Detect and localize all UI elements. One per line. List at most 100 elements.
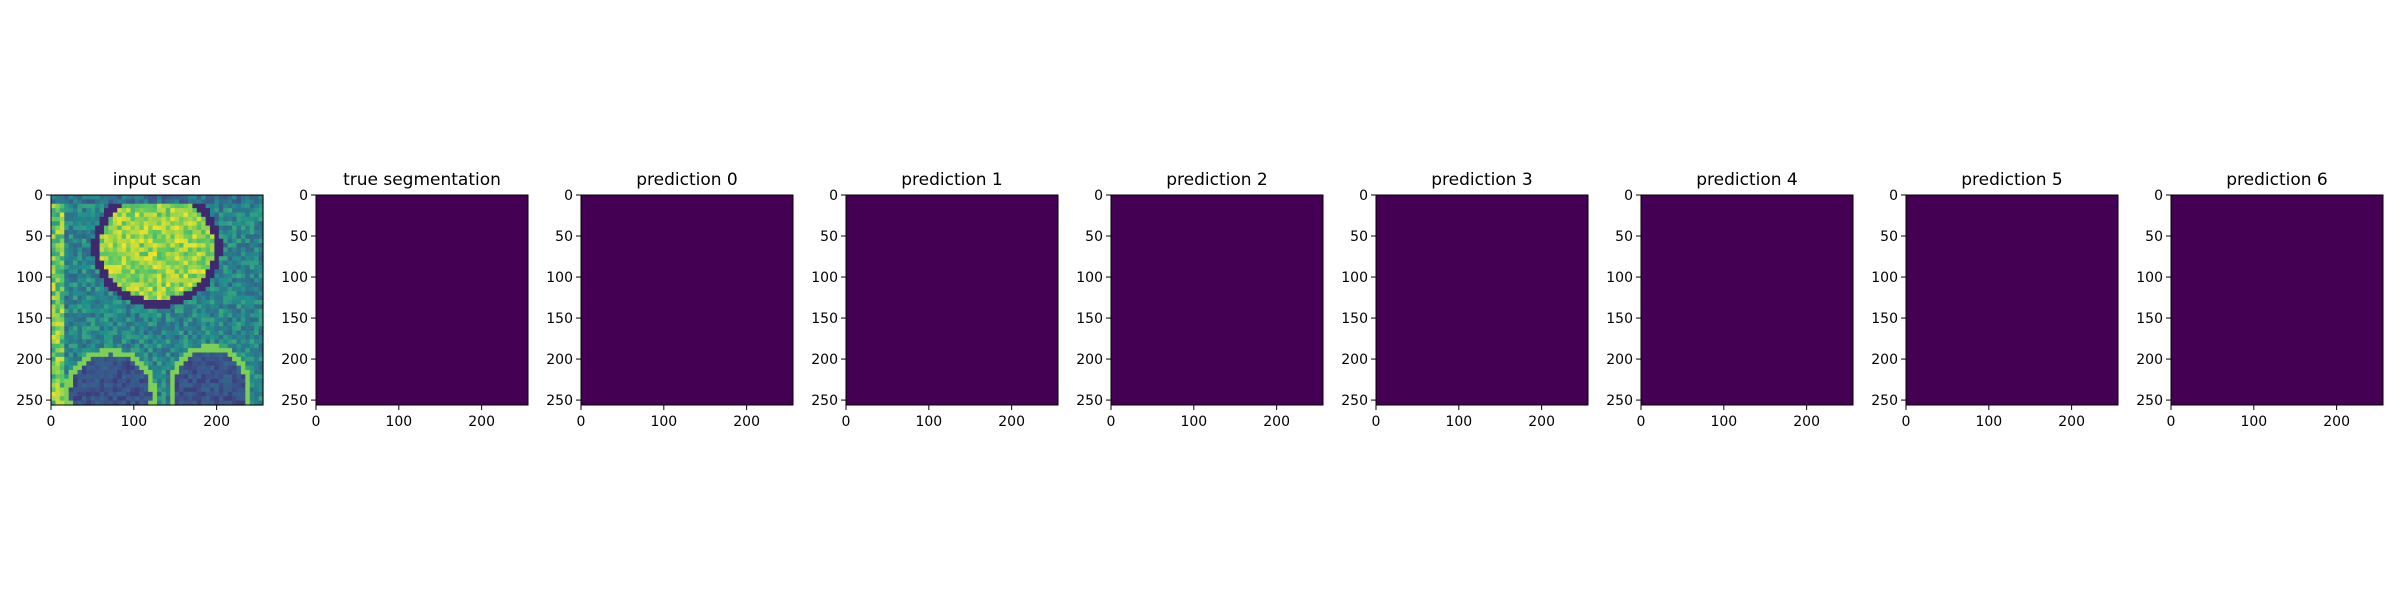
scan-pixel — [205, 278, 211, 284]
scan-pixel — [59, 300, 65, 305]
scan-pixel — [95, 278, 101, 284]
scan-pixel — [214, 356, 220, 362]
scan-pixel — [112, 361, 118, 367]
scan-pixel — [218, 317, 224, 323]
scan-pixel — [108, 221, 114, 227]
scan-pixel — [161, 356, 167, 362]
scan-pixel — [196, 234, 202, 240]
scan-pixel — [179, 286, 185, 292]
scan-pixel — [90, 199, 96, 205]
scan-pixel — [86, 216, 92, 222]
x-tick-label: 200 — [2323, 414, 2350, 430]
scan-pixel — [174, 330, 180, 336]
scan-pixel — [227, 356, 233, 362]
scan-pixel — [174, 286, 180, 292]
scan-pixel — [99, 396, 105, 402]
scan-pixel — [95, 300, 101, 305]
scan-pixel — [64, 308, 70, 314]
scan-image — [51, 195, 264, 406]
scan-pixel — [205, 374, 211, 380]
scan-pixel — [143, 317, 149, 323]
scan-pixel — [148, 378, 154, 384]
scan-pixel — [179, 212, 185, 218]
x-tick-label: 100 — [915, 414, 942, 430]
scan-pixel — [174, 295, 180, 301]
scan-pixel — [165, 216, 171, 222]
scan-pixel — [95, 243, 101, 249]
scan-pixel — [117, 269, 123, 275]
scan-pixel — [143, 339, 149, 345]
scan-pixel — [148, 265, 154, 270]
scan-pixel — [201, 225, 207, 231]
scan-pixel — [236, 383, 242, 389]
scan-pixel — [157, 335, 163, 340]
scan-pixel — [232, 378, 238, 384]
scan-pixel — [64, 247, 70, 253]
scan-pixel — [187, 216, 193, 222]
scan-pixel — [143, 203, 149, 209]
x-tick-label: 100 — [385, 414, 412, 430]
scan-pixel — [126, 225, 132, 231]
scan-pixel — [187, 251, 193, 257]
scan-pixel — [121, 321, 127, 327]
scan-pixel — [165, 396, 171, 402]
scan-pixel — [218, 356, 224, 362]
scan-pixel — [77, 343, 83, 349]
scan-pixel — [68, 221, 74, 227]
scan-pixel — [192, 247, 198, 253]
scan-pixel — [218, 391, 224, 397]
scan-pixel — [201, 199, 207, 205]
scan-pixel — [139, 203, 145, 209]
scan-pixel — [161, 339, 167, 345]
scan-pixel — [55, 374, 61, 380]
scan-pixel — [254, 260, 260, 266]
scan-pixel — [51, 199, 57, 205]
scan-pixel — [227, 203, 233, 209]
scan-pixel — [143, 286, 149, 292]
scan-pixel — [236, 391, 242, 397]
scan-pixel — [152, 265, 158, 270]
subplot-title: prediction 1 — [901, 170, 1003, 190]
scan-pixel — [187, 225, 193, 231]
scan-pixel — [51, 208, 57, 214]
scan-pixel — [210, 295, 216, 301]
scan-pixel — [152, 291, 158, 297]
scan-pixel — [64, 208, 70, 214]
scan-pixel — [258, 251, 264, 257]
scan-pixel — [196, 216, 202, 222]
scan-pixel — [179, 208, 185, 214]
scan-pixel — [81, 286, 87, 292]
scan-pixel — [152, 238, 158, 244]
scan-pixel — [134, 317, 140, 323]
scan-pixel — [99, 278, 105, 284]
scan-pixel — [108, 291, 114, 297]
scan-pixel — [143, 326, 149, 332]
scan-pixel — [245, 352, 251, 358]
scan-pixel — [232, 265, 238, 270]
scan-pixel — [81, 256, 87, 262]
scan-pixel — [152, 230, 158, 235]
scan-pixel — [148, 199, 154, 205]
scan-pixel — [218, 286, 224, 292]
scan-pixel — [218, 300, 224, 305]
scan-pixel — [121, 269, 127, 275]
scan-pixel — [126, 383, 132, 389]
scan-pixel — [165, 300, 171, 305]
scan-pixel — [86, 361, 92, 367]
scan-pixel — [183, 365, 189, 371]
scan-pixel — [196, 391, 202, 397]
scan-pixel — [187, 234, 193, 240]
y-tick-label: 150 — [546, 311, 573, 327]
scan-pixel — [223, 365, 229, 371]
scan-pixel — [187, 300, 193, 305]
scan-pixel — [112, 243, 118, 249]
y-tick-label: 150 — [1076, 311, 1103, 327]
scan-pixel — [174, 326, 180, 332]
scan-pixel — [232, 199, 238, 205]
scan-pixel — [95, 339, 101, 345]
scan-pixel — [210, 238, 216, 244]
scan-pixel — [240, 225, 246, 231]
scan-pixel — [130, 348, 136, 354]
scan-pixel — [104, 361, 110, 367]
scan-pixel — [104, 247, 110, 253]
